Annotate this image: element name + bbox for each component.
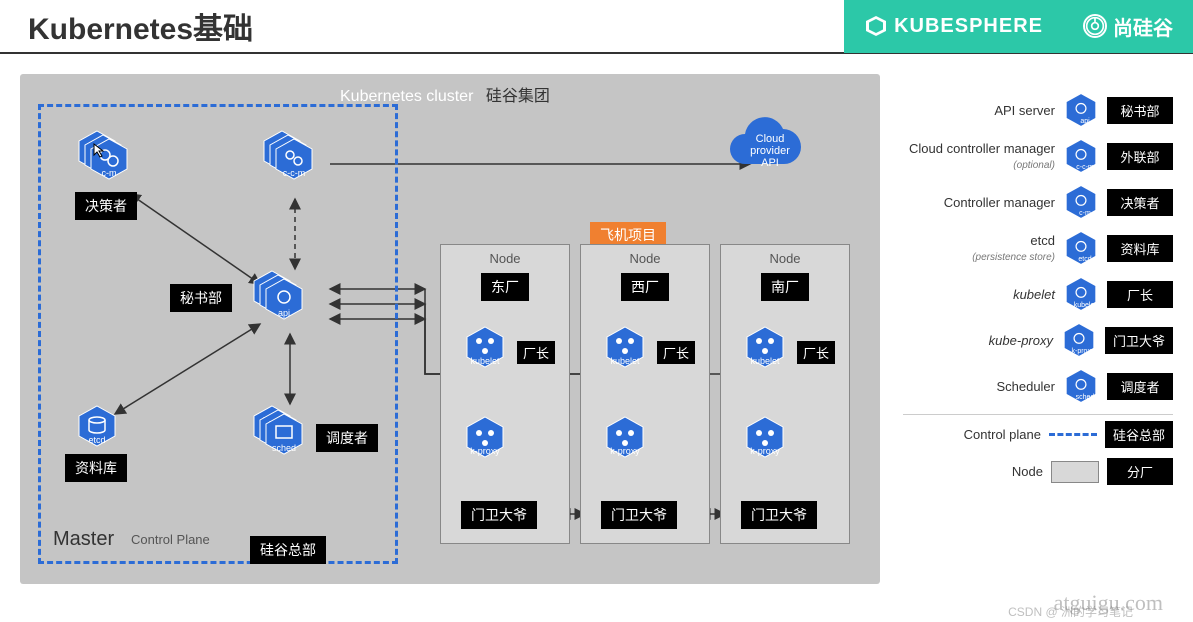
brand-bar: KUBESPHERE 尚硅谷 [844,0,1193,53]
etcd-icon: etcd [75,404,119,448]
legend-row: kube-proxy k-proxy 门卫大爷 [903,322,1173,358]
legend-row: API server api 秘书部 [903,92,1173,128]
kproxy-icon: k-proxy [463,415,507,459]
legend: API server api 秘书部 Cloud controller manag… [903,74,1173,584]
hq-label: 硅谷总部 [250,536,326,564]
content: Kubernetes cluster 硅谷集团 [0,54,1193,584]
header: Kubernetes基础 KUBESPHERE 尚硅谷 [0,0,1193,54]
legend-hex-icon: sched [1063,368,1099,404]
atguigu-icon [1083,14,1107,38]
cloud-l3: API [761,157,779,169]
legend-row: Cloud controller manager(optional) c-c-m… [903,138,1173,174]
legend-hex-icon: c-m [1063,184,1099,220]
node-3: Node 南厂 kubelet 厂长 k-proxy 门卫大爷 [720,244,850,544]
brand-sg-text: 尚硅谷 [1113,12,1173,41]
legend-hex-icon: api [1063,92,1099,128]
cluster-title-cn: 硅谷集团 [486,88,550,105]
node-swatch [1051,461,1099,483]
cloud-l1: Cloud [756,133,785,145]
main-diagram: Kubernetes cluster 硅谷集团 [20,74,893,584]
legend-hex-icon: kubelet [1063,276,1099,312]
control-plane-label: Control Plane [131,532,210,547]
kubesphere-icon [864,14,888,38]
legend-row: Controller manager c-m 决策者 [903,184,1173,220]
etcd-label: 资料库 [65,454,127,482]
node-2: Node 西厂 kubelet 厂长 k-proxy 门卫大爷 [580,244,710,544]
kproxy-label: 门卫大爷 [461,501,537,529]
sched-label: 调度者 [316,424,378,452]
cluster-box: Kubernetes cluster 硅谷集团 [20,74,880,584]
legend-hex-icon: k-proxy [1061,322,1097,358]
legend-hex-icon: c-c-m [1063,138,1099,174]
api-label: 秘书部 [170,284,232,312]
cm-label: 决策者 [75,192,137,220]
cluster-title: Kubernetes cluster 硅谷集团 [340,82,550,106]
node-1: Node 东厂 kubelet 厂长 k-proxy 门卫大爷 [440,244,570,544]
legend-row: kubelet kubelet 厂长 [903,276,1173,312]
cluster-title-en: Kubernetes cluster [340,88,473,105]
kubelet-label: 厂长 [517,341,555,364]
cloud-l2: provider [750,145,790,157]
kubelet-icon: kubelet [463,325,507,369]
brand-ks-text: KUBESPHERE [894,15,1043,38]
page-title: Kubernetes基础 [0,4,844,48]
legend-cp-row: Control plane 硅谷总部 [903,421,1173,448]
legend-hex-icon: etcd [1063,230,1099,266]
cloud-provider: CloudproviderAPI [720,114,820,184]
legend-row: etcd(persistence store) etcd 资料库 [903,230,1173,266]
cursor-icon [92,142,108,158]
brand-atguigu: 尚硅谷 [1063,0,1193,53]
master-label: Master [53,528,114,551]
legend-node-row: Node 分厂 [903,458,1173,485]
brand-kubesphere: KUBESPHERE [844,0,1063,53]
node-factory: 东厂 [481,273,529,301]
node-title: Node [441,245,569,266]
legend-row: Scheduler sched 调度者 [903,368,1173,404]
watermark-csdn: CSDN @ 洲的学习笔记 [1008,603,1133,620]
dash-swatch [1049,433,1097,436]
